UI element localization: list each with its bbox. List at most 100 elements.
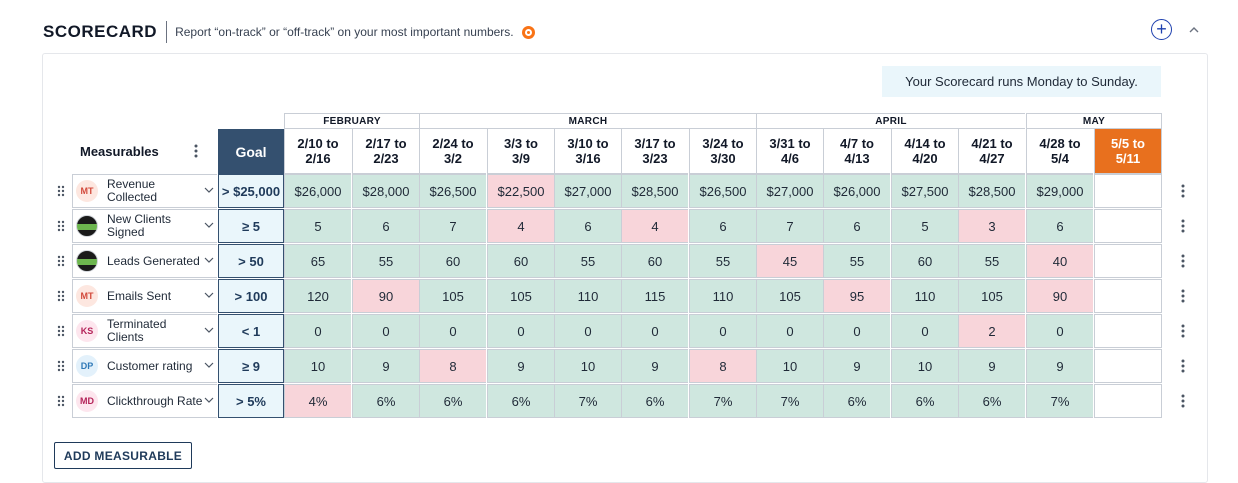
value-cell[interactable]: 110 bbox=[891, 279, 958, 313]
drag-handle-icon[interactable] bbox=[57, 255, 67, 270]
value-cell[interactable]: 0 bbox=[891, 314, 958, 348]
value-cell[interactable]: 45 bbox=[756, 244, 823, 278]
value-cell[interactable]: 0 bbox=[554, 314, 621, 348]
value-cell[interactable]: 55 bbox=[352, 244, 419, 278]
goal-cell[interactable]: ≥ 5 bbox=[218, 209, 284, 243]
value-cell[interactable]: 6 bbox=[554, 209, 621, 243]
value-cell[interactable] bbox=[1094, 279, 1162, 313]
goal-cell[interactable]: < 1 bbox=[218, 314, 284, 348]
value-cell[interactable] bbox=[1094, 174, 1162, 208]
value-cell[interactable]: 60 bbox=[621, 244, 688, 278]
value-cell[interactable]: 8 bbox=[689, 349, 756, 383]
value-cell[interactable]: 55 bbox=[958, 244, 1025, 278]
value-cell[interactable]: 9 bbox=[958, 349, 1025, 383]
value-cell[interactable]: $28,500 bbox=[621, 174, 688, 208]
value-cell[interactable]: 7% bbox=[1026, 384, 1093, 418]
value-cell[interactable]: 6% bbox=[823, 384, 890, 418]
value-cell[interactable]: 60 bbox=[419, 244, 486, 278]
goal-cell[interactable]: > 100 bbox=[218, 279, 284, 313]
value-cell[interactable]: 120 bbox=[284, 279, 351, 313]
value-cell[interactable]: 7% bbox=[689, 384, 756, 418]
value-cell[interactable]: 7 bbox=[419, 209, 486, 243]
chevron-down-icon[interactable] bbox=[204, 220, 214, 233]
value-cell[interactable]: 90 bbox=[352, 279, 419, 313]
value-cell[interactable]: 55 bbox=[554, 244, 621, 278]
kebab-menu-icon[interactable] bbox=[1178, 219, 1188, 236]
value-cell[interactable]: 110 bbox=[689, 279, 756, 313]
value-cell[interactable] bbox=[1094, 314, 1162, 348]
value-cell[interactable]: 65 bbox=[284, 244, 351, 278]
value-cell[interactable]: $27,000 bbox=[554, 174, 621, 208]
value-cell[interactable]: 4 bbox=[621, 209, 688, 243]
value-cell[interactable]: 0 bbox=[689, 314, 756, 348]
value-cell[interactable]: 6 bbox=[823, 209, 890, 243]
value-cell[interactable]: $28,500 bbox=[958, 174, 1025, 208]
value-cell[interactable]: 7% bbox=[554, 384, 621, 418]
value-cell[interactable]: 60 bbox=[891, 244, 958, 278]
value-cell[interactable]: 10 bbox=[554, 349, 621, 383]
value-cell[interactable]: 0 bbox=[284, 314, 351, 348]
goal-cell[interactable]: > 50 bbox=[218, 244, 284, 278]
goal-cell[interactable]: ≥ 9 bbox=[218, 349, 284, 383]
drag-handle-icon[interactable] bbox=[57, 185, 67, 200]
value-cell[interactable]: 6% bbox=[352, 384, 419, 418]
value-cell[interactable]: 90 bbox=[1026, 279, 1093, 313]
value-cell[interactable]: $28,000 bbox=[352, 174, 419, 208]
chevron-down-icon[interactable] bbox=[204, 255, 214, 268]
help-icon[interactable] bbox=[521, 25, 535, 39]
value-cell[interactable]: 5 bbox=[284, 209, 351, 243]
measurable-name-cell[interactable]: MT Revenue Collected bbox=[72, 174, 217, 208]
value-cell[interactable]: 115 bbox=[621, 279, 688, 313]
value-cell[interactable]: 6 bbox=[352, 209, 419, 243]
kebab-menu-icon[interactable] bbox=[190, 140, 202, 162]
kebab-menu-icon[interactable] bbox=[1178, 254, 1188, 271]
chevron-down-icon[interactable] bbox=[204, 360, 214, 373]
plus-circle-icon[interactable]: + bbox=[1151, 19, 1172, 40]
value-cell[interactable]: 7 bbox=[756, 209, 823, 243]
value-cell[interactable]: 6% bbox=[487, 384, 554, 418]
drag-handle-icon[interactable] bbox=[57, 220, 67, 235]
value-cell[interactable]: 3 bbox=[958, 209, 1025, 243]
value-cell[interactable]: $27,500 bbox=[891, 174, 958, 208]
value-cell[interactable] bbox=[1094, 244, 1162, 278]
value-cell[interactable]: 0 bbox=[756, 314, 823, 348]
value-cell[interactable]: 6% bbox=[621, 384, 688, 418]
drag-handle-icon[interactable] bbox=[57, 290, 67, 305]
chevron-down-icon[interactable] bbox=[204, 290, 214, 303]
value-cell[interactable]: 6% bbox=[891, 384, 958, 418]
value-cell[interactable] bbox=[1094, 349, 1162, 383]
value-cell[interactable]: 2 bbox=[958, 314, 1025, 348]
value-cell[interactable]: 40 bbox=[1026, 244, 1093, 278]
value-cell[interactable]: 110 bbox=[554, 279, 621, 313]
value-cell[interactable]: 0 bbox=[1026, 314, 1093, 348]
kebab-menu-icon[interactable] bbox=[1178, 394, 1188, 411]
value-cell[interactable]: 7% bbox=[756, 384, 823, 418]
measurable-name-cell[interactable]: Leads Generated bbox=[72, 244, 217, 278]
value-cell[interactable]: 10 bbox=[891, 349, 958, 383]
value-cell[interactable]: 9 bbox=[352, 349, 419, 383]
value-cell[interactable]: 55 bbox=[689, 244, 756, 278]
value-cell[interactable]: 10 bbox=[284, 349, 351, 383]
chevron-up-icon[interactable] bbox=[1188, 24, 1202, 38]
value-cell[interactable]: $26,500 bbox=[689, 174, 756, 208]
value-cell[interactable]: 105 bbox=[487, 279, 554, 313]
value-cell[interactable]: 95 bbox=[823, 279, 890, 313]
value-cell[interactable]: 9 bbox=[621, 349, 688, 383]
value-cell[interactable]: 60 bbox=[487, 244, 554, 278]
value-cell[interactable]: $22,500 bbox=[487, 174, 554, 208]
value-cell[interactable]: $26,000 bbox=[823, 174, 890, 208]
value-cell[interactable]: 9 bbox=[1026, 349, 1093, 383]
value-cell[interactable]: $29,000 bbox=[1026, 174, 1093, 208]
measurable-name-cell[interactable]: DP Customer rating bbox=[72, 349, 217, 383]
measurable-name-cell[interactable]: MT Emails Sent bbox=[72, 279, 217, 313]
value-cell[interactable]: 6 bbox=[689, 209, 756, 243]
kebab-menu-icon[interactable] bbox=[1178, 184, 1188, 201]
value-cell[interactable]: 0 bbox=[352, 314, 419, 348]
value-cell[interactable]: $27,000 bbox=[756, 174, 823, 208]
value-cell[interactable]: 6% bbox=[419, 384, 486, 418]
value-cell[interactable]: 6% bbox=[958, 384, 1025, 418]
value-cell[interactable]: 55 bbox=[823, 244, 890, 278]
drag-handle-icon[interactable] bbox=[57, 395, 67, 410]
value-cell[interactable]: 5 bbox=[891, 209, 958, 243]
value-cell[interactable]: 8 bbox=[419, 349, 486, 383]
